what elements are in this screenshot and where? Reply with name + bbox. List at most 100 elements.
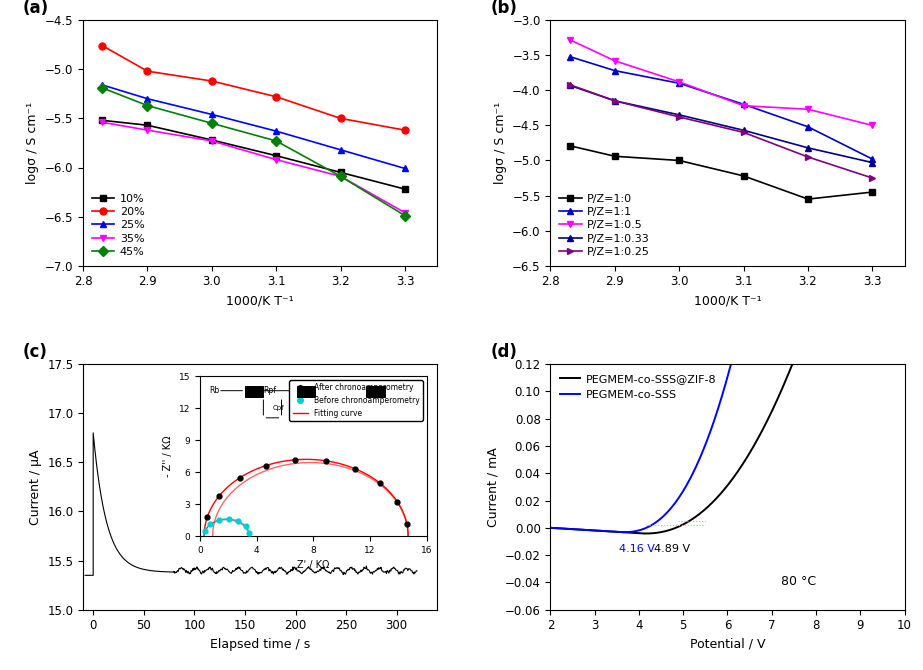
- 45%: [206, 119, 217, 127]
- 20%: [335, 115, 346, 123]
- X-axis label: Potential / V: Potential / V: [689, 638, 765, 651]
- 20%: [206, 77, 217, 85]
- Line: P/Z=1:0.25: P/Z=1:0.25: [567, 81, 876, 182]
- PEGMEM-co-SSS: [836, 360, 847, 368]
- 10%: [142, 121, 153, 129]
- PEGMEM-co-SSS@ZIF-8: [787, 360, 798, 368]
- PEGMEM-co-SSS@ZIF-8: [716, 488, 727, 496]
- P/Z=1:0.5: [609, 57, 620, 65]
- 25%: [142, 94, 153, 103]
- PEGMEM-co-SSS: [892, 360, 903, 368]
- PEGMEM-co-SSS@ZIF-8: [899, 360, 910, 368]
- 10%: [206, 136, 217, 144]
- 25%: [335, 146, 346, 154]
- PEGMEM-co-SSS: [725, 360, 737, 368]
- 35%: [97, 119, 108, 127]
- P/Z=1:0.33: [738, 126, 749, 134]
- Y-axis label: Current / μA: Current / μA: [29, 449, 42, 525]
- 20%: [270, 92, 282, 100]
- Line: 25%: 25%: [99, 82, 409, 172]
- 10%: [335, 168, 346, 176]
- X-axis label: 1000/K T⁻¹: 1000/K T⁻¹: [694, 294, 761, 307]
- Text: 80 °C: 80 °C: [781, 575, 816, 588]
- P/Z=1:0: [867, 188, 878, 196]
- X-axis label: 1000/K T⁻¹: 1000/K T⁻¹: [226, 294, 294, 307]
- PEGMEM-co-SSS@ZIF-8: [892, 360, 903, 368]
- Text: (b): (b): [490, 0, 517, 17]
- P/Z=1:0: [674, 157, 685, 165]
- P/Z=1:0.5: [867, 121, 878, 129]
- Legend: P/Z=1:0, P/Z=1:1, P/Z=1:0.5, P/Z=1:0.33, P/Z=1:0.25: P/Z=1:0, P/Z=1:1, P/Z=1:0.5, P/Z=1:0.33,…: [556, 190, 653, 260]
- PEGMEM-co-SSS: [545, 524, 556, 532]
- P/Z=1:0.25: [674, 113, 685, 121]
- Line: P/Z=1:0.5: P/Z=1:0.5: [567, 36, 876, 129]
- 20%: [400, 126, 411, 134]
- P/Z=1:1: [609, 66, 620, 74]
- 35%: [142, 126, 153, 134]
- PEGMEM-co-SSS: [757, 360, 768, 368]
- P/Z=1:1: [867, 155, 878, 163]
- P/Z=1:0: [802, 195, 813, 203]
- P/Z=1:0.5: [674, 78, 685, 86]
- P/Z=1:0.33: [564, 81, 575, 89]
- PEGMEM-co-SSS@ZIF-8: [737, 460, 749, 468]
- X-axis label: Elapsed time / s: Elapsed time / s: [210, 638, 310, 651]
- 20%: [142, 67, 153, 75]
- Legend: 10%, 20%, 25%, 35%, 45%: 10%, 20%, 25%, 35%, 45%: [89, 190, 148, 260]
- PEGMEM-co-SSS@ZIF-8: [713, 491, 725, 499]
- PEGMEM-co-SSS: [618, 528, 629, 536]
- 25%: [206, 111, 217, 119]
- P/Z=1:1: [564, 52, 575, 60]
- 35%: [400, 208, 411, 216]
- Line: 10%: 10%: [99, 117, 409, 192]
- 45%: [270, 137, 282, 145]
- Text: 4.89 V: 4.89 V: [654, 545, 690, 554]
- P/Z=1:0.25: [802, 153, 813, 161]
- PEGMEM-co-SSS@ZIF-8: [640, 529, 651, 537]
- Line: P/Z=1:0: P/Z=1:0: [567, 142, 876, 202]
- 25%: [270, 127, 282, 135]
- 45%: [142, 102, 153, 110]
- Text: 4.16 V: 4.16 V: [619, 545, 655, 554]
- P/Z=1:0.25: [867, 174, 878, 182]
- Line: 20%: 20%: [99, 42, 409, 133]
- Legend: PEGMEM-co-SSS@ZIF-8, PEGMEM-co-SSS: PEGMEM-co-SSS@ZIF-8, PEGMEM-co-SSS: [556, 370, 721, 404]
- P/Z=1:0.5: [564, 36, 575, 44]
- 10%: [270, 151, 282, 159]
- P/Z=1:0: [609, 152, 620, 160]
- P/Z=1:0.25: [564, 80, 575, 88]
- P/Z=1:0: [738, 172, 749, 180]
- Y-axis label: Current / mA: Current / mA: [486, 447, 499, 527]
- 45%: [97, 84, 108, 92]
- Text: (c): (c): [23, 342, 48, 360]
- 35%: [335, 172, 346, 180]
- PEGMEM-co-SSS: [899, 360, 910, 368]
- Line: PEGMEM-co-SSS@ZIF-8: PEGMEM-co-SSS@ZIF-8: [550, 364, 905, 533]
- PEGMEM-co-SSS: [713, 401, 725, 409]
- P/Z=1:0.33: [674, 111, 685, 119]
- P/Z=1:0.25: [609, 96, 620, 105]
- Y-axis label: logσ / S cm⁻¹: logσ / S cm⁻¹: [494, 102, 507, 184]
- PEGMEM-co-SSS@ZIF-8: [756, 427, 767, 435]
- P/Z=1:0.33: [609, 96, 620, 105]
- 35%: [270, 155, 282, 163]
- Line: 45%: 45%: [99, 84, 409, 219]
- P/Z=1:0.25: [738, 129, 749, 137]
- Text: (a): (a): [23, 0, 49, 17]
- PEGMEM-co-SSS@ZIF-8: [836, 360, 847, 368]
- Line: P/Z=1:1: P/Z=1:1: [567, 53, 876, 163]
- PEGMEM-co-SSS@ZIF-8: [545, 524, 556, 532]
- Line: P/Z=1:0.33: P/Z=1:0.33: [567, 82, 876, 166]
- Text: (d): (d): [490, 342, 517, 360]
- P/Z=1:0.5: [802, 105, 813, 113]
- PEGMEM-co-SSS: [716, 394, 727, 402]
- 25%: [97, 81, 108, 89]
- 20%: [97, 42, 108, 50]
- P/Z=1:1: [674, 79, 685, 87]
- 10%: [400, 185, 411, 193]
- 25%: [400, 164, 411, 172]
- P/Z=1:0: [564, 142, 575, 150]
- 35%: [206, 137, 217, 145]
- P/Z=1:1: [738, 100, 749, 109]
- Line: PEGMEM-co-SSS: PEGMEM-co-SSS: [550, 364, 905, 532]
